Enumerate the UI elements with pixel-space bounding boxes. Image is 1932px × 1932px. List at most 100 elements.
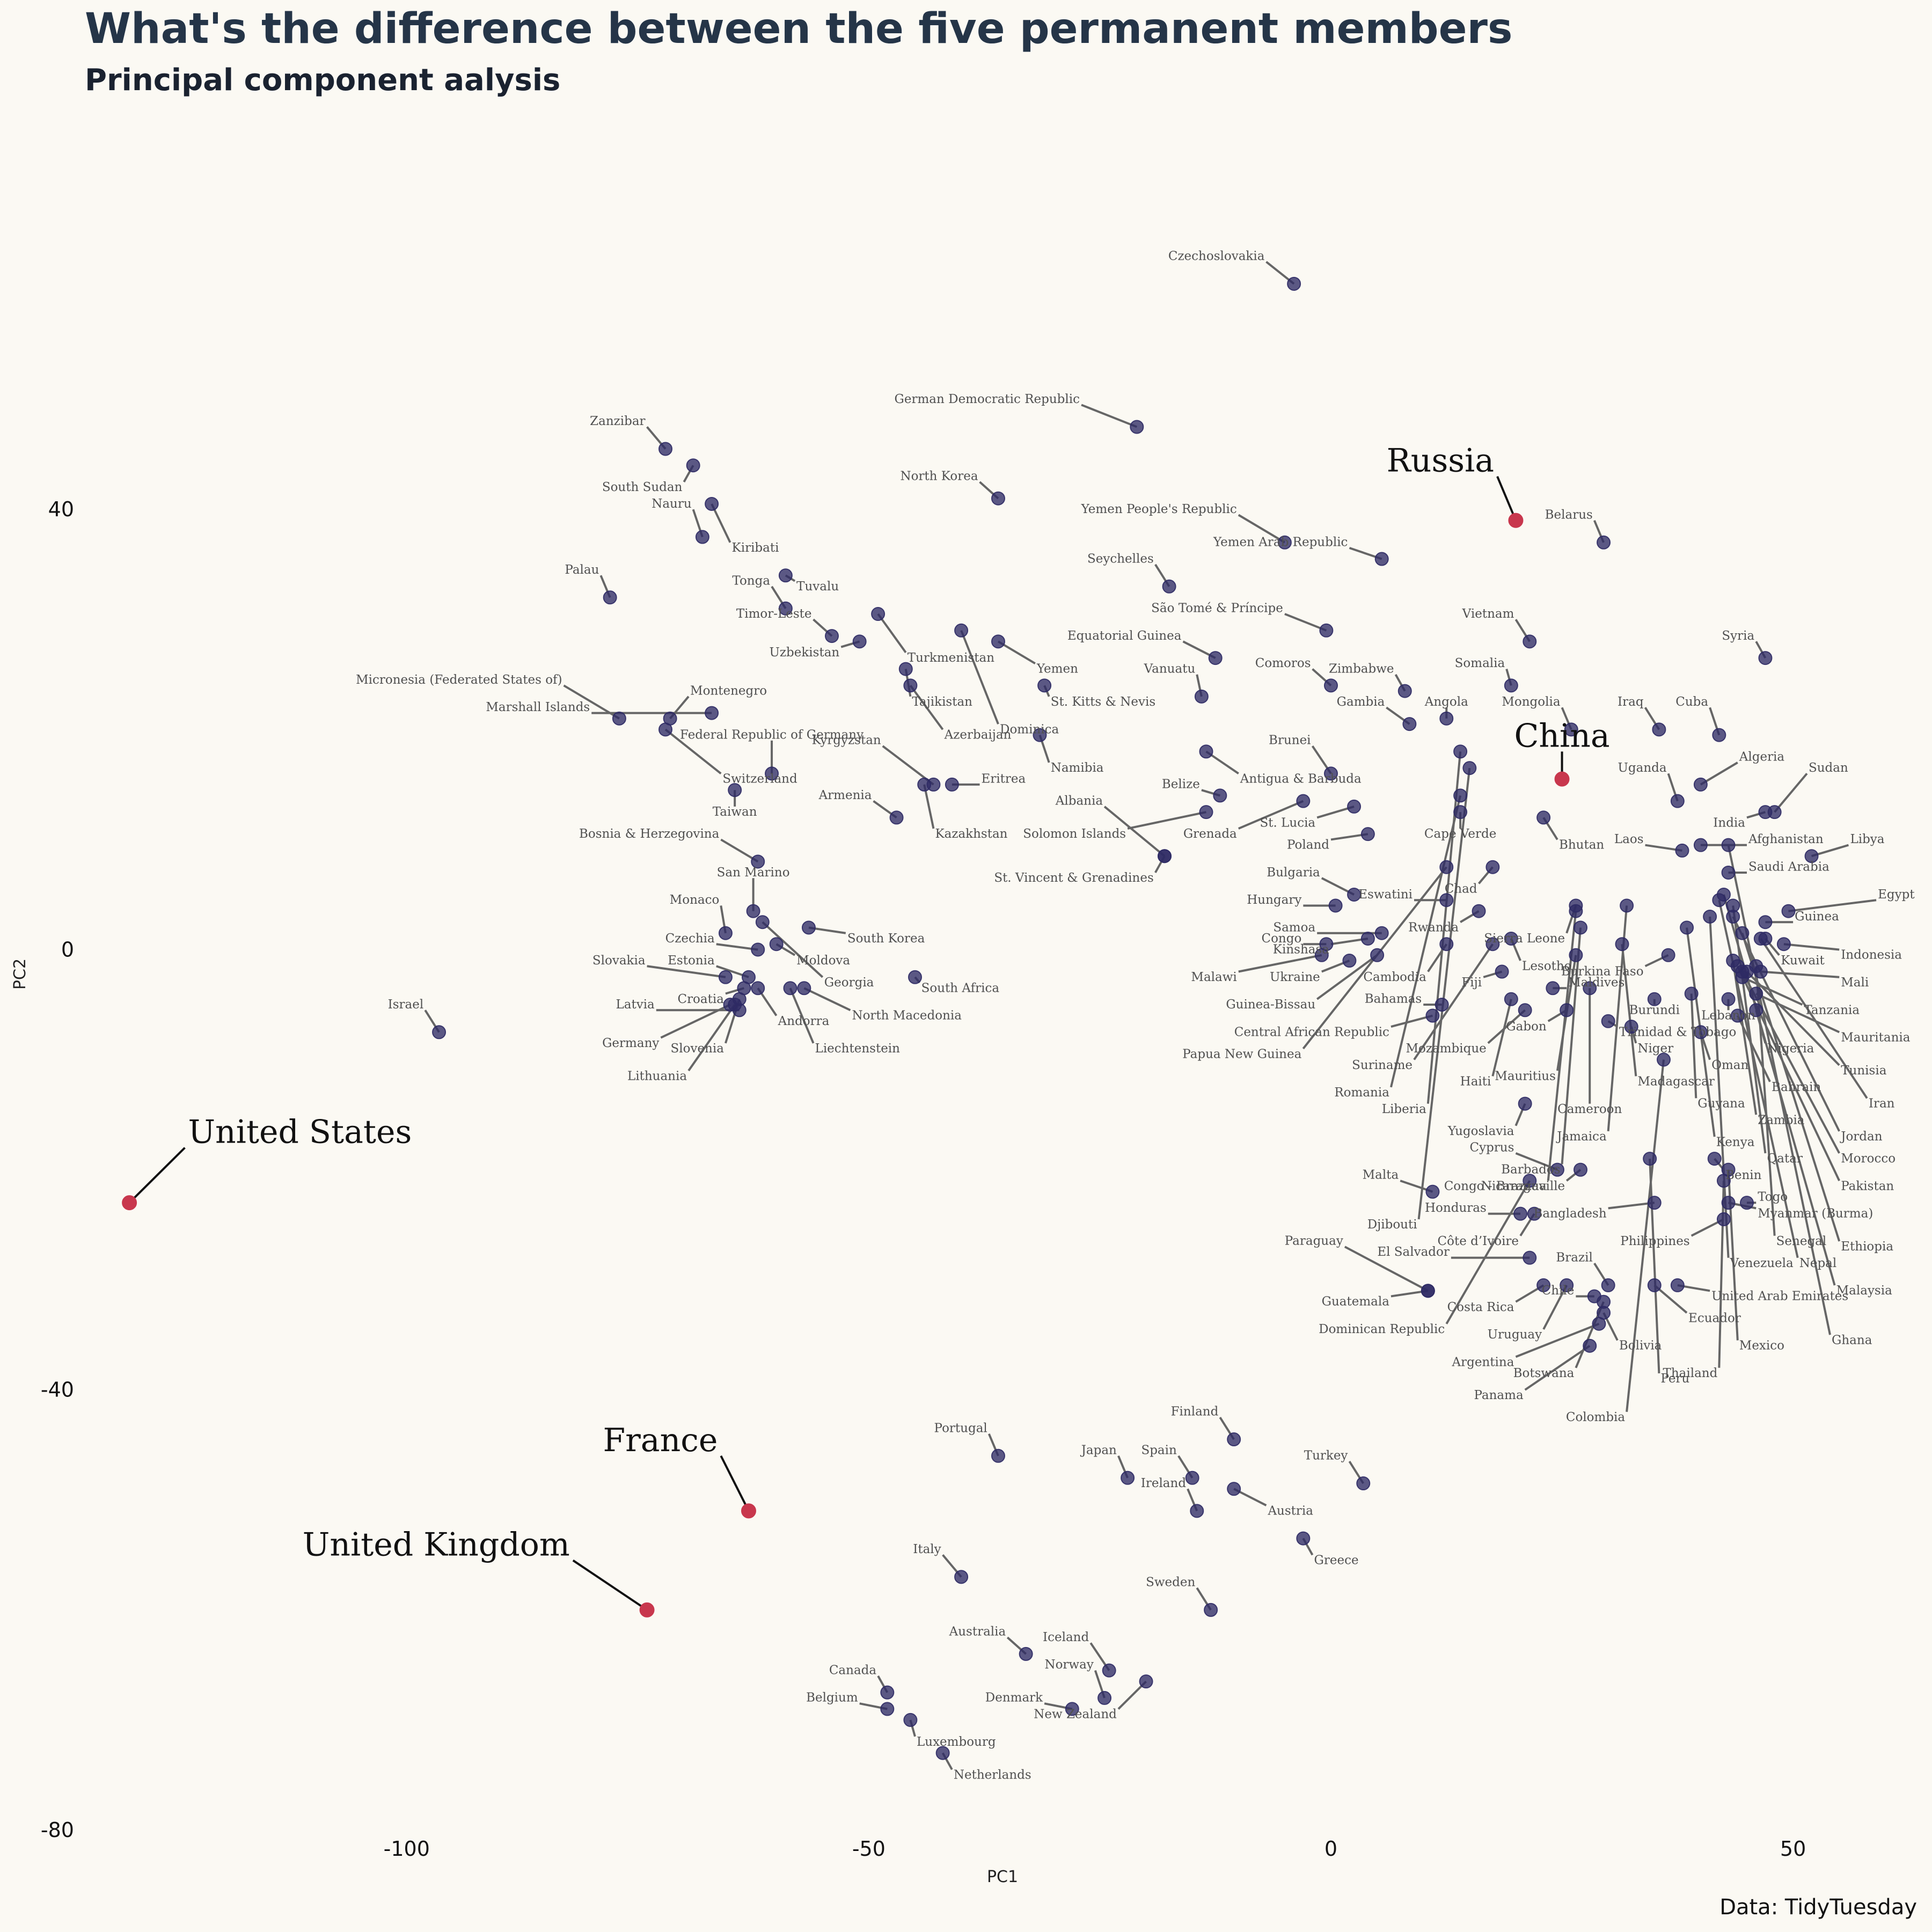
leader-line-russia (1496, 475, 1517, 521)
point-oman (1693, 1025, 1708, 1040)
leader-line-ghana (1727, 845, 1831, 1335)
label-togo: Togo (1758, 1190, 1788, 1204)
label-eritrea: Eritrea (982, 772, 1026, 786)
label-dominican-republic: Dominican Republic (1319, 1322, 1445, 1336)
label-madagascar: Madagascar (1637, 1075, 1715, 1089)
point-russia (1508, 513, 1524, 528)
point-south-africa (908, 970, 922, 984)
point-panama (1583, 1338, 1597, 1353)
point-st-vincent-grenadines (1158, 849, 1172, 863)
point-czechoslovakia (1287, 276, 1301, 291)
point-china (1554, 771, 1570, 787)
point-canada (880, 1685, 895, 1700)
point-namibia (1033, 728, 1047, 742)
leader-line-mozambique (1487, 1009, 1526, 1044)
label-burkina-faso: Burkina Faso (1561, 965, 1644, 979)
label-yemen-arab-republic: Yemen Arab Republic (1213, 536, 1348, 550)
point-dominica (954, 623, 969, 638)
data-caption: Data: TidyTuesday (1719, 1895, 1917, 1920)
point-togo (1740, 1196, 1754, 1210)
leader-line-sao-tome-principe (1284, 613, 1327, 632)
point-united-arab-emirates (1670, 1278, 1685, 1292)
point-netherlands (935, 1746, 950, 1760)
point-malta (1425, 1184, 1440, 1199)
label-burundi: Burundi (1629, 1003, 1680, 1017)
leader-line-tunisia (1746, 971, 1840, 1066)
point-uganda (1670, 794, 1685, 808)
leader-line-north-macedonia (803, 987, 851, 1012)
leader-line-mali (1760, 970, 1840, 978)
x-tick-label: 0 (1324, 1837, 1337, 1861)
chart-subtitle: Principal component aalysis (85, 63, 560, 98)
label-uzbekistan: Uzbekistan (770, 646, 840, 660)
label-haiti: Haiti (1460, 1075, 1491, 1089)
label-yugoslavia: Yugoslavia (1447, 1124, 1514, 1138)
point-andorra (751, 981, 765, 996)
point-benin (1707, 1152, 1722, 1166)
label-congo: Congo (1261, 932, 1301, 946)
point-djibouti (1462, 761, 1477, 775)
label-equatorial-guinea: Equatorial Guinea (1067, 629, 1182, 643)
label-kyrgyzstan: Kyrgyzstan (812, 734, 881, 748)
label-moldova: Moldova (796, 954, 850, 968)
point-greece (1296, 1531, 1311, 1546)
point-brazil (1601, 1278, 1615, 1292)
label-estonia: Estonia (668, 954, 715, 968)
leader-line-germany (660, 1004, 731, 1039)
label-tajikistan: Tajikistan (912, 695, 972, 709)
label-tonga: Tonga (732, 574, 770, 588)
point-united-kingdom (639, 1602, 655, 1618)
point-yemen-people-s-republic (1277, 535, 1292, 550)
label-portugal: Portugal (934, 1421, 987, 1435)
label-czechia: Czechia (665, 932, 715, 946)
point-lebanon (1721, 992, 1736, 1006)
leader-line-georgia (762, 921, 824, 978)
label-italy: Italy (913, 1542, 941, 1556)
label-czechoslovakia: Czechoslovakia (1168, 249, 1265, 263)
point-iraq (1652, 722, 1666, 737)
label-united-kingdom: United Kingdom (303, 1526, 570, 1564)
x-tick-label: 50 (1780, 1837, 1806, 1861)
label-belarus: Belarus (1545, 508, 1593, 522)
point-trinidad-tobago (1601, 1014, 1615, 1028)
label-zimbabwe: Zimbabwe (1329, 662, 1394, 676)
label-niger: Niger (1637, 1042, 1673, 1056)
point-gambia (1402, 717, 1417, 731)
point-guatemala (1421, 1284, 1435, 1298)
leader-line-sudan (1774, 773, 1808, 813)
label-gabon: Gabon (1506, 1020, 1547, 1034)
label-trinidad-tobago: Trinidad & Tobago (1619, 1025, 1737, 1039)
x-tick-label: -50 (852, 1837, 885, 1861)
point-madagascar (1615, 937, 1629, 952)
point-south-korea (801, 920, 816, 935)
label-nicaragua: Nicaragua (1481, 1179, 1547, 1193)
point-italy (954, 1570, 969, 1584)
point-samoa (1374, 926, 1389, 940)
point-nicaragua (1569, 904, 1583, 918)
point-honduras (1513, 1206, 1528, 1221)
label-uganda: Uganda (1618, 761, 1667, 775)
point-malawi (1314, 948, 1329, 962)
label-barbados: Barbados (1501, 1163, 1560, 1177)
label-south-korea: South Korea (847, 932, 925, 946)
leader-line-united-kingdom (572, 1559, 648, 1611)
point-spain (1185, 1470, 1199, 1485)
point-kazakhstan (917, 777, 932, 792)
point-kiribati (705, 496, 719, 511)
label-nepal: Nepal (1799, 1256, 1837, 1270)
label-tanzania: Tanzania (1804, 1003, 1860, 1017)
x-tick-label: -100 (384, 1837, 430, 1861)
label-guinea: Guinea (1795, 910, 1839, 924)
label-san-marino: San Marino (717, 866, 790, 880)
label-bulgaria: Bulgaria (1267, 866, 1320, 880)
point-peru (1643, 1152, 1657, 1166)
label-eswatini: Eswatini (1358, 888, 1413, 902)
label-papua-new-guinea: Papua New Guinea (1182, 1047, 1301, 1061)
leader-line-thailand (1718, 1181, 1725, 1368)
y-tick-label: 0 (61, 938, 74, 961)
label-costa-rica: Costa Rica (1447, 1300, 1514, 1314)
point-turkmenistan (871, 607, 885, 621)
label-montenegro: Montenegro (690, 684, 767, 698)
label-spain: Spain (1141, 1443, 1177, 1457)
label-azerbaijan: Azerbaijan (944, 728, 1012, 742)
